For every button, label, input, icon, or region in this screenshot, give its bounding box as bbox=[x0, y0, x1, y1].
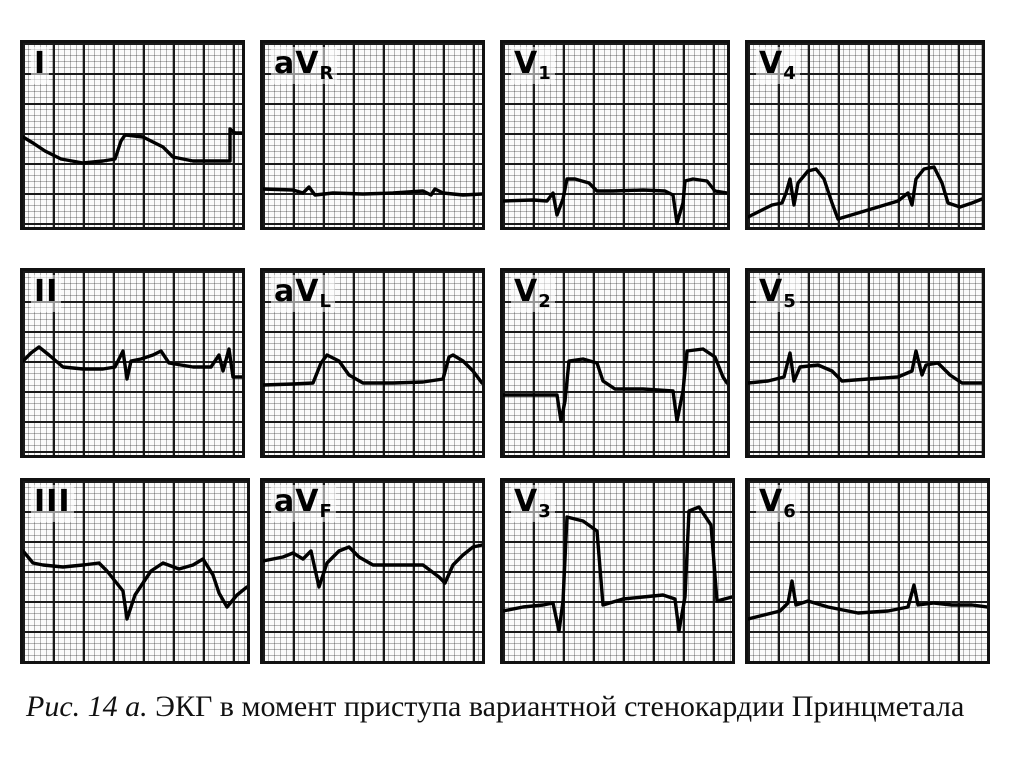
lead-label-V5: V5 bbox=[756, 275, 800, 312]
lead-label-aVF: aVF bbox=[271, 485, 336, 522]
figure-number: Рис. 14 а. bbox=[26, 690, 148, 723]
ecg-trace-II bbox=[23, 345, 242, 381]
ecg-trace-V2 bbox=[503, 347, 727, 423]
ecg-panel-V1: V1 bbox=[500, 40, 730, 230]
ecg-panel-V6: V6 bbox=[745, 478, 990, 664]
ecg-panel-aVF: aVF bbox=[260, 478, 485, 664]
lead-label-V6: V6 bbox=[756, 485, 800, 522]
lead-label-aVL: aVL bbox=[271, 275, 335, 312]
ecg-trace-V3 bbox=[503, 505, 732, 633]
lead-label-II: II bbox=[31, 275, 62, 312]
ecg-panel-V2: V2 bbox=[500, 268, 730, 458]
ecg-panel-V4: V4 bbox=[745, 40, 985, 230]
ecg-trace-I bbox=[23, 127, 242, 165]
lead-label-V3: V3 bbox=[511, 485, 555, 522]
figure-caption: Рис. 14 а. ЭКГ в момент приступа вариант… bbox=[26, 690, 1006, 724]
lead-label-V4: V4 bbox=[756, 47, 800, 84]
caption-text: ЭКГ в момент приступа вариантной стенока… bbox=[155, 690, 965, 723]
ecg-panel-aVL: aVL bbox=[260, 268, 485, 458]
ecg-trace-V5 bbox=[748, 349, 982, 385]
ecg-panel-V5: V5 bbox=[745, 268, 985, 458]
ecg-panel-V3: V3 bbox=[500, 478, 735, 664]
ecg-trace-aVF bbox=[263, 543, 482, 589]
ecg-panel-I: I bbox=[20, 40, 245, 230]
lead-label-I: I bbox=[31, 47, 50, 84]
ecg-panel-aVR: aVR bbox=[260, 40, 485, 230]
lead-label-III: III bbox=[31, 485, 74, 522]
lead-label-aVR: aVR bbox=[271, 47, 338, 84]
lead-label-V2: V2 bbox=[511, 275, 555, 312]
ecg-trace-aVR bbox=[263, 185, 482, 197]
ecg-trace-V4 bbox=[748, 165, 982, 221]
ecg-panel-III: III bbox=[20, 478, 250, 664]
ecg-trace-aVL bbox=[263, 353, 482, 387]
ecg-trace-III bbox=[23, 549, 247, 621]
lead-label-V1: V1 bbox=[511, 47, 555, 84]
ecg-trace-V6 bbox=[748, 579, 987, 621]
ecg-trace-V1 bbox=[503, 177, 727, 225]
ecg-panel-II: II bbox=[20, 268, 245, 458]
